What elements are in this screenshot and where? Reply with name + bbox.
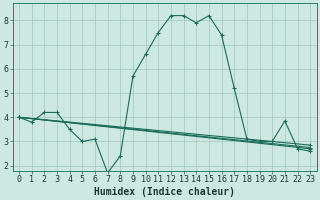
X-axis label: Humidex (Indice chaleur): Humidex (Indice chaleur) (94, 186, 235, 197)
